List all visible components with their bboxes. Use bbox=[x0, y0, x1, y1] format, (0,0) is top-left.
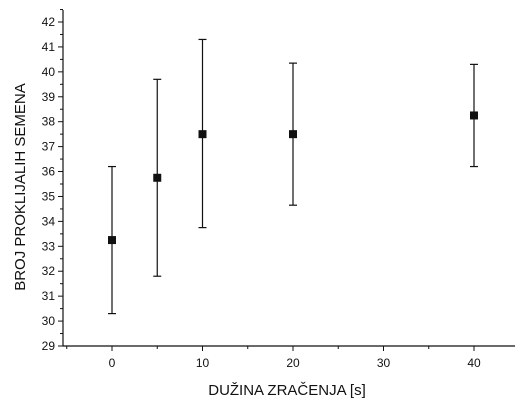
y-tick-label: 30 bbox=[42, 314, 56, 328]
x-tick-label: 0 bbox=[109, 356, 116, 370]
axes: 29 30 31 32 33 34 35 36 37 38 39 40 41 42 0 10 20 30 40 bbox=[42, 9, 515, 370]
data-point bbox=[198, 130, 207, 139]
y-tick-label: 39 bbox=[42, 90, 56, 104]
y-tick-label: 37 bbox=[42, 140, 56, 154]
data-point bbox=[289, 130, 297, 139]
y-axis-label: BROJ PROKLIJALIH SEMENA bbox=[12, 83, 29, 291]
y-tick-label: 41 bbox=[42, 40, 56, 54]
y-tick-label: 36 bbox=[42, 165, 56, 179]
x-tick-label: 30 bbox=[377, 356, 391, 370]
data-layer bbox=[108, 38, 478, 315]
y-tick-label: 31 bbox=[42, 289, 56, 303]
y-tick-label: 33 bbox=[42, 239, 56, 253]
y-tick-label: 38 bbox=[42, 115, 56, 129]
y-tick-label: 32 bbox=[42, 264, 56, 278]
y-tick-label: 34 bbox=[42, 214, 56, 228]
y-tick-label: 35 bbox=[42, 189, 56, 203]
y-tick-label: 42 bbox=[42, 15, 56, 29]
data-point bbox=[153, 173, 162, 182]
x-axis-label: DUŽINA ZRAČENJA [s] bbox=[208, 382, 366, 399]
x-tick-label: 10 bbox=[196, 356, 210, 370]
data-point bbox=[470, 111, 478, 120]
data-point bbox=[108, 236, 116, 245]
x-tick-label: 20 bbox=[286, 356, 300, 370]
y-tick-label: 29 bbox=[42, 339, 56, 353]
x-tick-label: 40 bbox=[467, 356, 481, 370]
y-tick-label: 40 bbox=[42, 65, 56, 79]
